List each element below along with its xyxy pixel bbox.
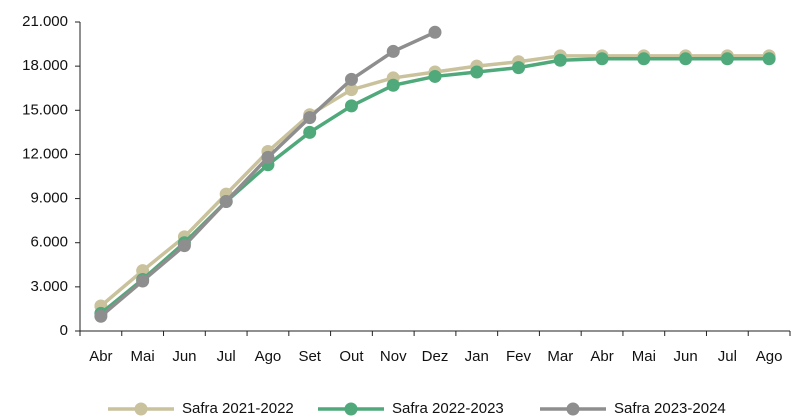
point [386,78,400,92]
point [762,52,776,66]
point [344,72,358,86]
x-tick-label: Abr [89,348,112,365]
point [344,99,358,113]
x-tick-label: Dez [422,348,449,365]
point [512,61,526,75]
x-tick-label: Mai [632,348,656,365]
x-tick-label: Nov [380,348,407,365]
y-tick-label: 21.000 [22,13,68,30]
x-tick-label: Ago [255,348,282,365]
legend-label: Safra 2023-2024 [614,400,726,417]
point [470,65,484,79]
legend-label: Safra 2021-2022 [182,400,294,417]
series-line [99,57,770,315]
x-tick-label: Ago [756,348,783,365]
x-tick-label: Mar [547,348,573,365]
x-tick-label: Out [339,348,364,365]
point [679,52,693,66]
point [595,52,609,66]
y-tick-label: 6.000 [30,234,68,251]
legend-marker [344,402,358,416]
y-tick-label: 0 [60,322,68,339]
point [261,150,275,164]
x-tick-label: Jun [673,348,697,365]
series-line [99,30,436,318]
x-tick-label: Jul [217,348,236,365]
y-tick-label: 9.000 [30,190,68,207]
x-tick-label: Jul [718,348,737,365]
x-tick-label: Fev [506,348,532,365]
legend-label: Safra 2022-2023 [392,400,504,417]
series-line [99,54,770,308]
point [428,25,442,39]
y-tick-label: 12.000 [22,145,68,162]
point [94,309,108,323]
y-tick-label: 15.000 [22,101,68,118]
point [720,52,734,66]
x-tick-label: Mai [131,348,155,365]
point [386,44,400,58]
point [136,274,150,288]
point [303,111,317,125]
point [177,239,191,253]
point [428,69,442,83]
point [637,52,651,66]
legend-marker [134,402,148,416]
y-tick-label: 3.000 [30,278,68,295]
point [303,125,317,139]
x-tick-label: Abr [590,348,613,365]
x-tick-label: Jun [172,348,196,365]
y-tick-label: 18.000 [22,57,68,74]
x-tick-label: Set [298,348,321,365]
point [344,83,358,97]
point [219,195,233,209]
point [553,53,567,67]
legend-marker [566,402,580,416]
x-tick-label: Jan [465,348,489,365]
